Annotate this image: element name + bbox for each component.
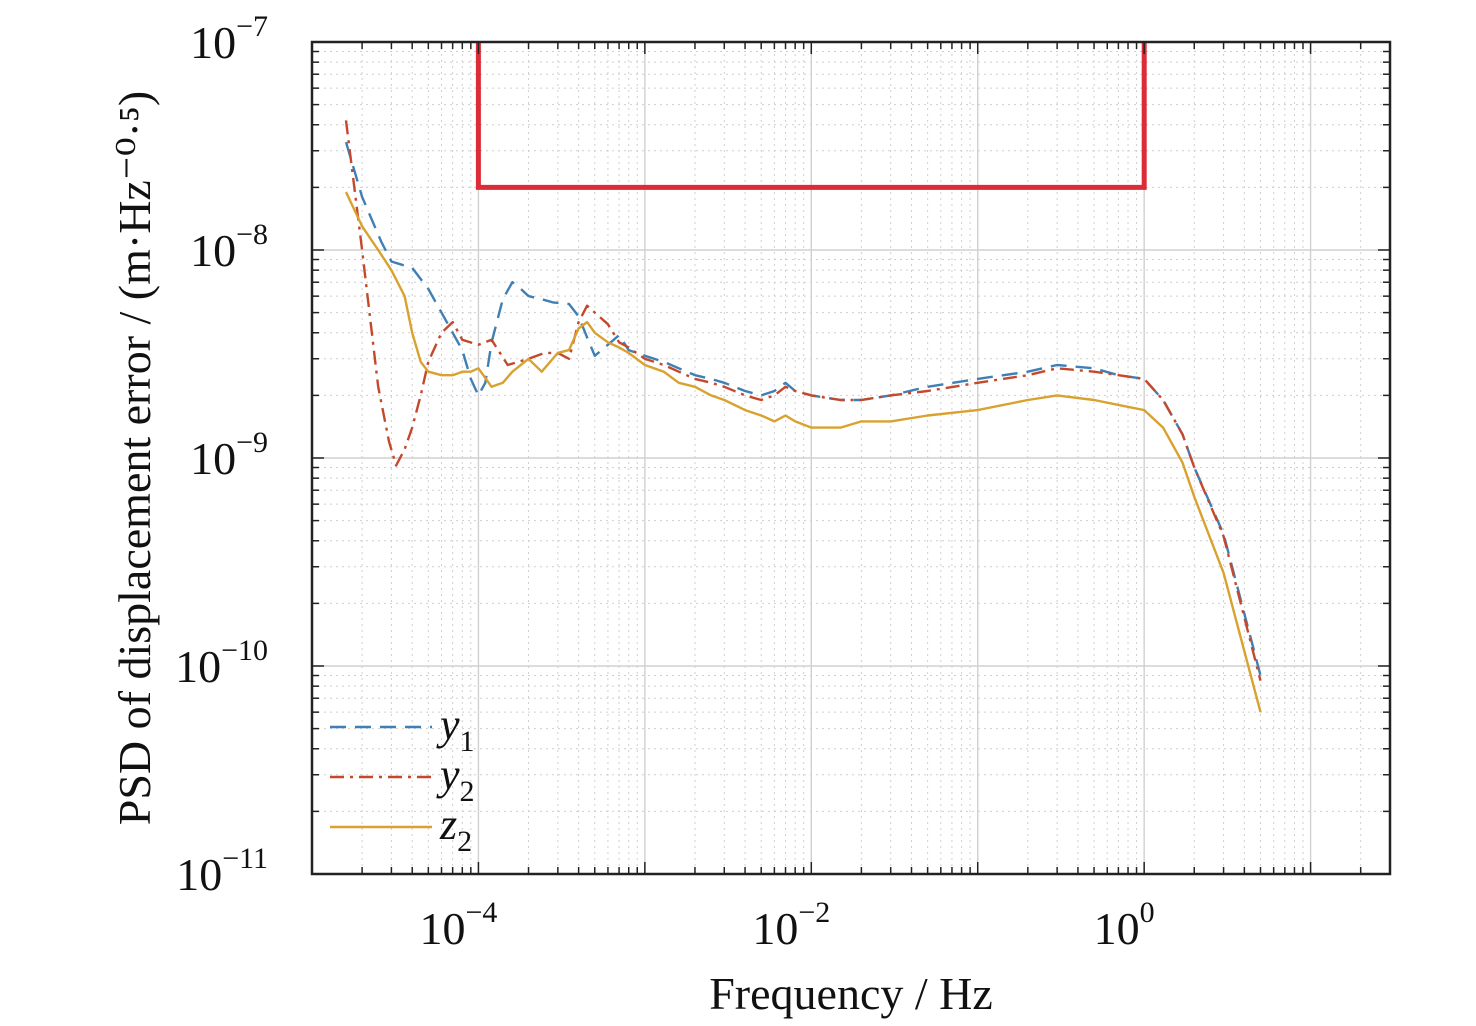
- tick-base: 10: [190, 17, 236, 68]
- requirement-line: [475, 42, 1147, 190]
- tick-exponent: −10: [221, 634, 268, 667]
- tick-base: 10: [190, 433, 236, 484]
- requirement-boundary: [475, 42, 1147, 190]
- tick-exponent: −2: [798, 896, 830, 929]
- series-line-z2: [344, 191, 1262, 713]
- legend-label-base: y: [436, 750, 460, 799]
- x-tick-label: 100: [1094, 896, 1155, 954]
- tick-exponent: 0: [1140, 896, 1155, 929]
- tick-exponent: −9: [236, 426, 268, 459]
- tick-exponent: −4: [465, 896, 497, 929]
- x-tick-labels: 10−4 10−2 100: [419, 896, 1154, 954]
- legend-label-subscript: 2: [457, 825, 472, 858]
- y-tick-label: 10−7: [190, 10, 268, 68]
- y-tick-label: 10−11: [176, 842, 268, 900]
- tick-base: 10: [752, 903, 798, 954]
- tick-base: 10: [190, 225, 236, 276]
- x-axis-title: Frequency / Hz: [709, 968, 993, 1019]
- legend-label-subscript: 1: [460, 725, 475, 758]
- tick-base: 10: [419, 903, 465, 954]
- y-axis-title: PSD of displacement error / (m·Hz⁻⁰·⁵): [109, 91, 160, 826]
- tick-base: 10: [1094, 903, 1140, 954]
- x-tick-label: 10−2: [752, 896, 830, 954]
- legend-label-y1: y1: [436, 700, 475, 758]
- x-tick-label: 10−4: [419, 896, 497, 954]
- legend-label-base: z: [439, 800, 457, 849]
- series-layer: [344, 120, 1262, 713]
- y-tick-label: 10−10: [175, 634, 268, 692]
- legend-label-base: y: [436, 700, 460, 749]
- axis-ticks: [311, 41, 1391, 875]
- series-line-y2: [344, 120, 1262, 681]
- series-line-y1: [344, 141, 1262, 676]
- y-tick-label: 10−9: [190, 426, 268, 484]
- legend-label-z2: z2: [439, 800, 472, 858]
- tick-base: 10: [176, 849, 222, 900]
- y-tick-label: 10−8: [190, 218, 268, 276]
- tick-exponent: −8: [236, 218, 268, 251]
- legend-label-y2: y2: [436, 750, 475, 808]
- tick-base: 10: [175, 641, 221, 692]
- tick-exponent: −7: [236, 10, 268, 43]
- legend-label-subscript: 2: [460, 775, 475, 808]
- tick-exponent: −11: [222, 842, 268, 875]
